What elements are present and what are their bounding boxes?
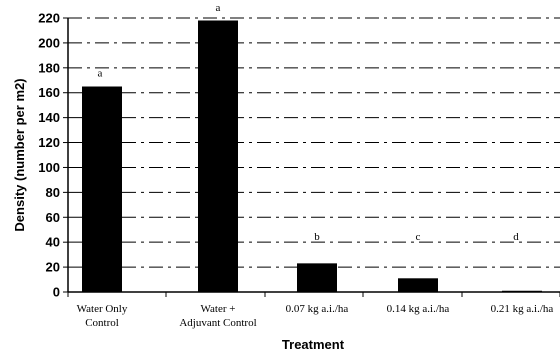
x-category-label: Control [85, 317, 119, 329]
y-gridlines [68, 18, 560, 267]
x-category-labels: Water Only Control Water + Adjuvant Control… [77, 303, 554, 329]
y-tick-label: 0 [53, 285, 60, 300]
x-category-label: 0.14 kg a.i./ha [387, 303, 450, 315]
y-tick-label: 60 [46, 210, 60, 225]
significance-letter: c [416, 231, 421, 243]
bars [82, 20, 542, 292]
y-tick-label: 80 [46, 185, 60, 200]
y-tick-label: 120 [38, 135, 60, 150]
x-category-label: 0.21 kg a.i./ha [491, 303, 554, 315]
y-axis: 0 20 40 60 80 100 120 140 160 180 200 220 [38, 11, 68, 300]
y-tick-label: 200 [38, 35, 60, 50]
x-axis-title: Treatment [282, 337, 345, 352]
bar [82, 87, 122, 293]
significance-letter: a [98, 68, 103, 80]
significance-letter: a [216, 2, 221, 14]
significance-letter: b [314, 231, 320, 243]
x-axis [68, 292, 560, 297]
x-category-label: 0.07 kg a.i./ha [286, 303, 349, 315]
y-tick-label: 220 [38, 11, 60, 26]
significance-letter: d [513, 231, 519, 243]
bar [297, 263, 337, 292]
bar [198, 20, 238, 292]
x-category-label: Water + [201, 303, 236, 315]
y-tick-label: 100 [38, 160, 60, 175]
y-tick-label: 140 [38, 110, 60, 125]
x-category-label: Water Only [77, 303, 128, 315]
y-tick-label: 180 [38, 60, 60, 75]
y-tick-label: 20 [46, 260, 60, 275]
y-tick-label: 160 [38, 85, 60, 100]
bar-significance-letters: a a b c d [98, 2, 520, 243]
y-axis-title: Density (number per m2) [12, 78, 27, 231]
bar [398, 278, 438, 292]
x-category-label: Adjuvant Control [179, 317, 256, 329]
y-tick-label: 40 [46, 235, 60, 250]
